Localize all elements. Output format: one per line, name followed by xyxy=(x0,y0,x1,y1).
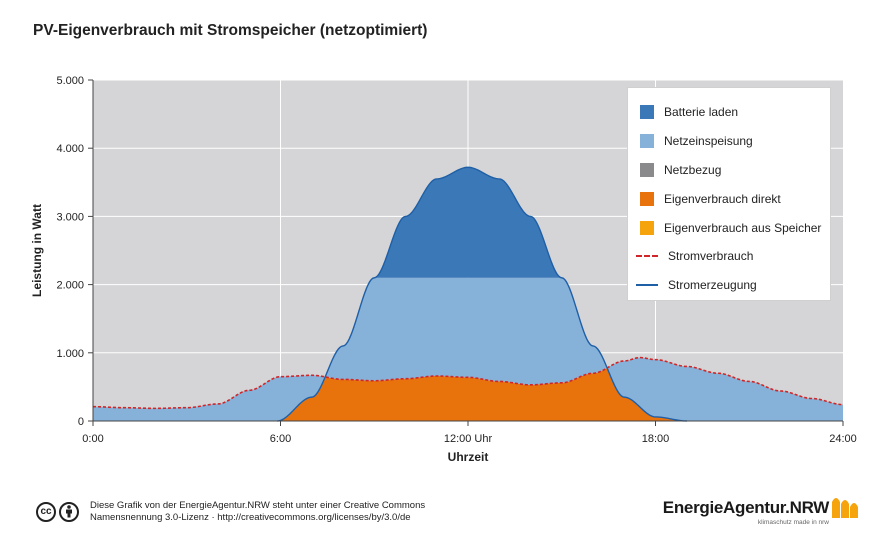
legend-swatch xyxy=(640,191,654,206)
person-icon xyxy=(66,505,72,518)
area-batterie-laden xyxy=(93,167,843,278)
area-eigenverbrauch-direkt xyxy=(93,368,843,421)
legend-item: Netzbezug xyxy=(640,156,830,185)
line-stromverbrauch xyxy=(92,356,844,410)
area-netzeinspeisung xyxy=(93,277,843,421)
x-tick-label: 12:00 Uhr xyxy=(444,433,493,445)
legend-swatch xyxy=(640,162,654,177)
logo-tagline: klimaschutz made in nrw xyxy=(757,519,829,526)
logo-mark-icon xyxy=(832,498,858,518)
y-tick-label: 1.000 xyxy=(56,348,84,360)
x-tick-label: 18:00 xyxy=(642,433,670,445)
legend-swatch xyxy=(640,105,654,120)
y-tick-label: 4.000 xyxy=(56,143,84,155)
legend-swatch xyxy=(636,255,658,258)
y-tick-label: 0 xyxy=(78,416,84,428)
attribution-icon[interactable] xyxy=(59,501,79,522)
legend-label: Netzbezug xyxy=(664,162,722,177)
y-tick-label: 5.000 xyxy=(56,75,84,87)
legend-item: Batterie laden xyxy=(640,98,830,127)
license-line-2[interactable]: Namensnennung 3.0-Lizenz · http://creati… xyxy=(90,511,411,523)
chart-title: PV-Eigenverbrauch mit Stromspeicher (net… xyxy=(33,22,428,39)
legend-item: Netzeinspeisung xyxy=(640,127,830,156)
legend-swatch xyxy=(640,134,654,149)
chart-legend: Batterie laden Netzeinspeisung Netzbezug Ei… xyxy=(627,87,831,301)
legend-label: Netzeinspeisung xyxy=(664,134,753,149)
energieagentur-logo[interactable]: EnergieAgentur.NRW klimaschutz made in n… xyxy=(663,494,858,526)
x-tick-label: 24:00 xyxy=(829,433,857,445)
line-stromerzeugung xyxy=(277,166,687,422)
legend-item: Stromerzeugung xyxy=(636,271,830,300)
license-text: Diese Grafik von der EnergieAgentur.NRW … xyxy=(90,500,425,523)
logo-name: EnergieAgentur.NRW xyxy=(662,498,830,517)
x-tick-label: 0:00 xyxy=(82,433,103,445)
creative-commons-icon[interactable]: cc xyxy=(36,501,56,522)
y-tick-label: 2.000 xyxy=(56,280,84,292)
license-line-1: Diese Grafik von der EnergieAgentur.NRW … xyxy=(90,500,426,511)
x-axis-label: Uhrzeit xyxy=(448,450,489,464)
legend-item: Eigenverbrauch direkt xyxy=(640,184,830,213)
license-footer: cc Diese Grafik von der EnergieAgentur.N… xyxy=(36,500,425,523)
legend-label: Stromverbrauch xyxy=(668,249,754,264)
legend-swatch xyxy=(636,284,658,287)
legend-label: Batterie laden xyxy=(664,105,739,120)
x-tick-label: 6:00 xyxy=(270,433,291,445)
legend-item: Eigenverbrauch aus Speicher xyxy=(640,213,830,242)
y-axis-label: Leistung in Watt xyxy=(30,204,44,297)
legend-item: Stromverbrauch xyxy=(636,242,830,271)
legend-swatch xyxy=(640,220,654,235)
legend-label: Stromerzeugung xyxy=(668,278,757,293)
legend-label: Eigenverbrauch direkt xyxy=(664,191,781,206)
y-tick-label: 3.000 xyxy=(56,211,84,223)
legend-label: Eigenverbrauch aus Speicher xyxy=(664,220,822,235)
